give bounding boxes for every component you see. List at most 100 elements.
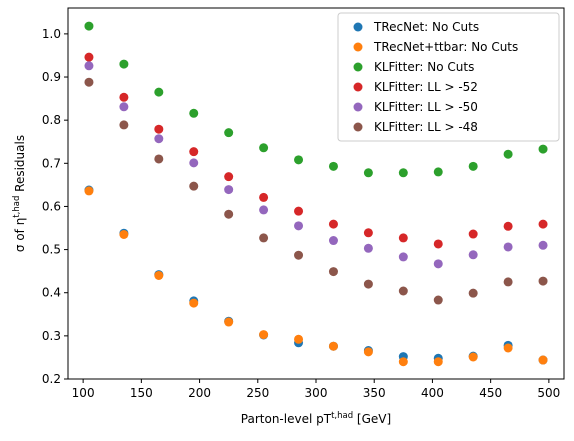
series-5-point <box>363 279 373 289</box>
series-2-point <box>259 143 269 153</box>
legend-marker <box>353 102 363 112</box>
series-4-point <box>224 185 234 195</box>
x-tick-label: 500 <box>537 386 560 400</box>
series-2-point <box>154 87 164 97</box>
legend-marker <box>353 82 363 92</box>
legend-label: KLFitter: LL > -52 <box>374 80 478 94</box>
series-4-point <box>154 134 164 144</box>
x-tick-label: 350 <box>363 386 386 400</box>
series-5-point <box>84 77 94 87</box>
legend-label: TRecNet: No Cuts <box>373 20 479 34</box>
series-2-point <box>189 108 199 118</box>
x-tick-label: 150 <box>130 386 153 400</box>
series-4-point <box>84 61 94 71</box>
series-3-point <box>294 206 304 216</box>
x-axis-label: Parton-level pTt,had [GeV] <box>241 411 391 426</box>
x-tick-label: 400 <box>421 386 444 400</box>
series-3-point <box>224 172 234 182</box>
series-1-point <box>398 357 408 367</box>
series-4-point <box>189 158 199 168</box>
series-3-point <box>433 239 443 249</box>
series-3-point <box>398 233 408 243</box>
series-3-point <box>154 124 164 134</box>
y-tick-label: 0.7 <box>42 156 61 170</box>
legend-label: TRecNet+ttbar: No Cuts <box>373 40 518 54</box>
y-tick-label: 1.0 <box>42 27 61 41</box>
series-4-point <box>503 242 513 252</box>
series-2-point <box>84 21 94 31</box>
series-3-point <box>119 92 129 102</box>
series-5-point <box>294 250 304 260</box>
series-1-point <box>294 334 304 344</box>
series-1-point <box>503 343 513 353</box>
series-2-point <box>398 168 408 178</box>
legend-label: KLFitter: LL > -50 <box>374 100 478 114</box>
series-5-point <box>398 286 408 296</box>
series-1-point <box>538 355 548 365</box>
y-tick-label: 0.8 <box>42 113 61 127</box>
series-1-point <box>154 270 164 280</box>
series-2-point <box>328 161 338 171</box>
series-5-point <box>189 181 199 191</box>
series-3-point <box>468 229 478 239</box>
legend: TRecNet: No Cuts TRecNet+ttbar: No Cuts KL… <box>337 12 560 142</box>
y-tick-label: 0.6 <box>42 199 61 213</box>
series-3-point <box>363 228 373 238</box>
series-4-point <box>363 243 373 253</box>
series-2-point <box>294 155 304 165</box>
x-tick-label: 200 <box>188 386 211 400</box>
x-tick-label: 250 <box>246 386 269 400</box>
y-axis-label: σ of ηt,had Residuals <box>12 135 27 252</box>
x-tick-label: 100 <box>72 386 95 400</box>
y-tick-label: 0.3 <box>42 329 61 343</box>
legend-box <box>337 12 560 142</box>
legend-label: KLFitter: LL > -48 <box>374 120 478 134</box>
series-2-point <box>538 144 548 154</box>
series-2-point <box>433 167 443 177</box>
series-3-point <box>503 221 513 231</box>
series-5-point <box>154 154 164 164</box>
series-3-point <box>538 219 548 229</box>
series-1-point <box>468 352 478 362</box>
y-tick-label: 0.2 <box>42 372 61 386</box>
series-5-point <box>328 267 338 277</box>
legend-marker <box>353 62 363 72</box>
series-1-point <box>259 330 269 340</box>
series-2-point <box>119 59 129 69</box>
series-5-point <box>259 233 269 243</box>
series-2-point <box>224 128 234 138</box>
series-3-point <box>84 52 94 62</box>
series-4-point <box>119 102 129 112</box>
series-5-point <box>224 209 234 219</box>
legend-label: KLFitter: No Cuts <box>374 60 474 74</box>
series-3-point <box>328 219 338 229</box>
series-1-point <box>119 229 129 239</box>
series-3-point <box>259 192 269 202</box>
series-4-point <box>468 250 478 260</box>
series-2-point <box>363 168 373 178</box>
series-5-point <box>468 288 478 298</box>
x-tick-label: 450 <box>479 386 502 400</box>
series-3-point <box>189 147 199 157</box>
series-4-point <box>328 236 338 246</box>
series-4-point <box>538 240 548 250</box>
series-2-point <box>503 149 513 159</box>
series-5-point <box>538 276 548 286</box>
series-5-point <box>119 120 129 130</box>
series-4-point <box>398 252 408 262</box>
series-1-point <box>224 317 234 327</box>
y-tick-label: 0.5 <box>42 243 61 257</box>
y-tick-label: 0.9 <box>42 70 61 84</box>
data-points <box>84 21 548 367</box>
series-5-point <box>503 277 513 287</box>
series-4-point <box>259 205 269 215</box>
series-1-point <box>328 341 338 351</box>
legend-marker <box>353 122 363 132</box>
series-1-point <box>84 186 94 196</box>
series-4-point <box>433 259 443 269</box>
x-tick-label: 300 <box>305 386 328 400</box>
series-1-point <box>433 357 443 367</box>
legend-marker <box>353 42 363 52</box>
series-1-point <box>189 298 199 308</box>
